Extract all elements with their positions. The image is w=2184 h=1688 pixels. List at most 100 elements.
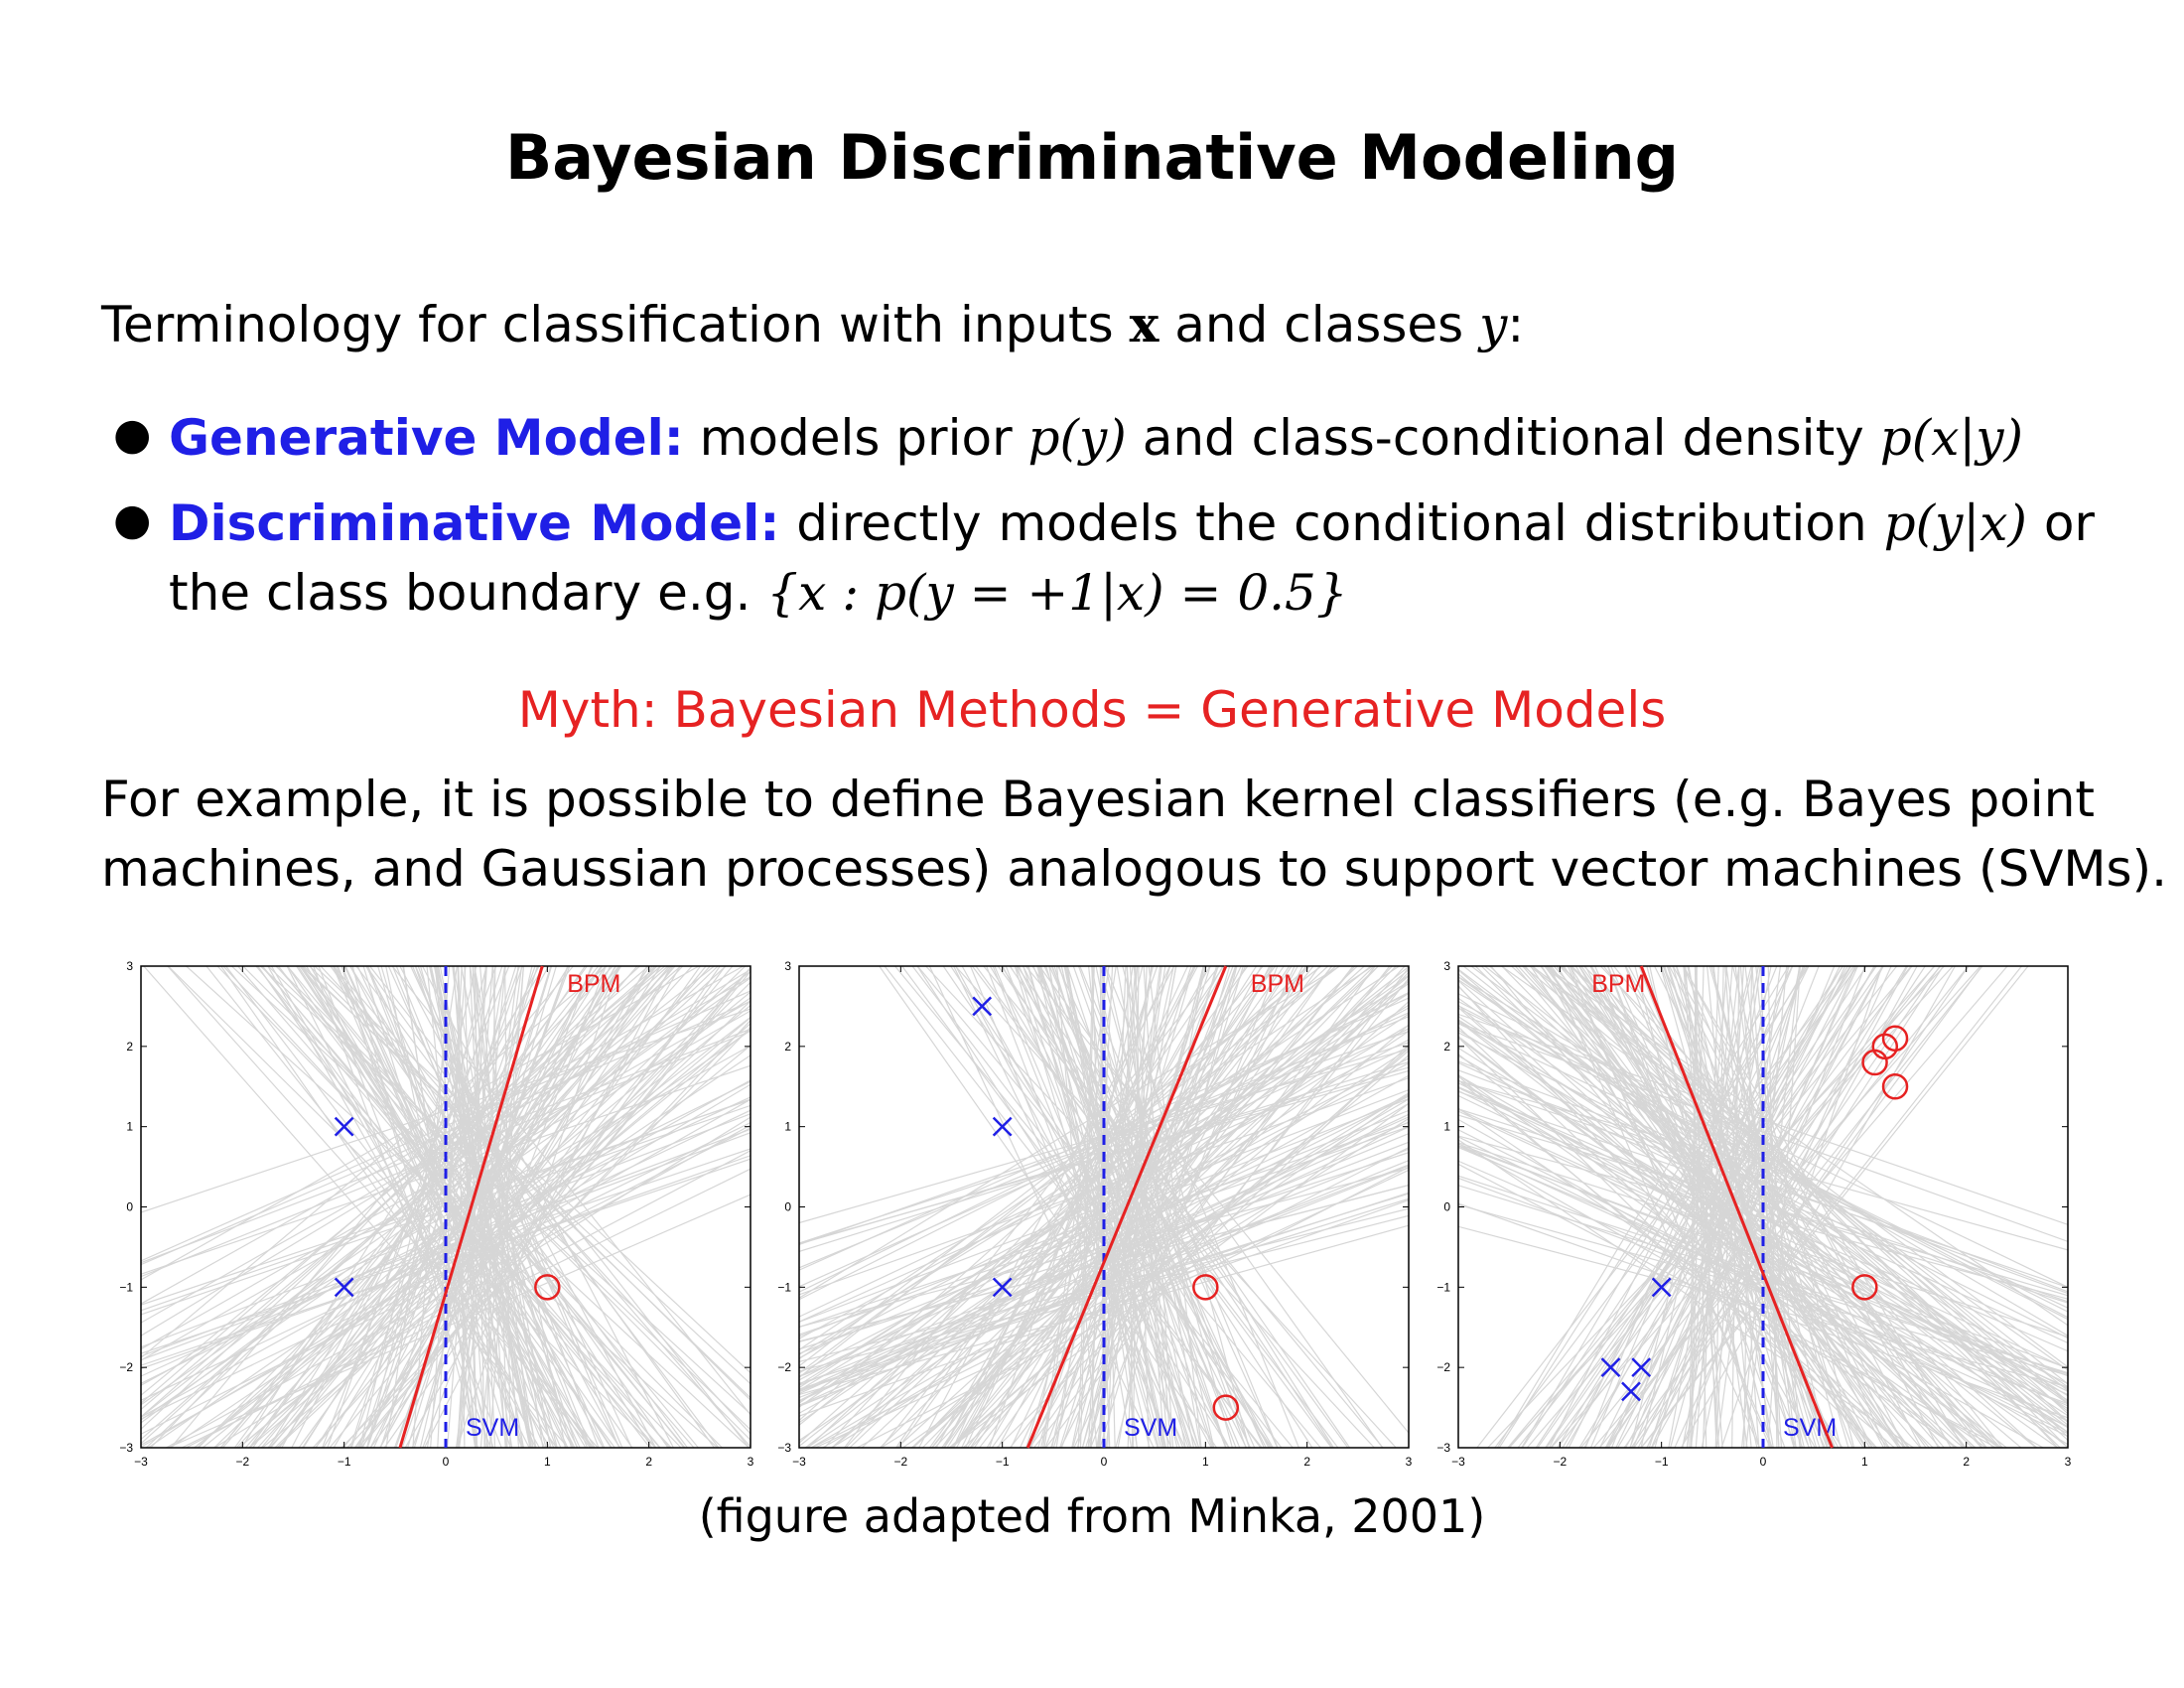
sample-line <box>238 1017 751 1448</box>
bullet-1-math-2: p(x|y) <box>1879 409 2023 467</box>
negative-point-cross <box>334 1277 354 1298</box>
y-tick-label: −2 <box>119 1360 133 1374</box>
bullet-1-math-1: p(y) <box>1027 409 1127 467</box>
bullet-2-line2: the class boundary e.g. <box>169 564 751 622</box>
sample-line <box>1042 966 1110 1448</box>
sample-line <box>1681 966 1956 1448</box>
sample-line <box>1674 966 1892 1448</box>
sample-line <box>1072 966 1205 1448</box>
sample-line <box>1589 966 1794 1448</box>
sample-line <box>1066 966 1227 1448</box>
sample-line <box>1544 966 2068 1404</box>
sample-line <box>986 966 1274 1448</box>
sample-line <box>1686 966 1728 1448</box>
sample-line <box>1625 966 1873 1448</box>
sample-line <box>1494 966 1858 1448</box>
intro-text: Terminology for classification with inpu… <box>101 296 1114 353</box>
sample-line <box>1532 966 1945 1448</box>
sample-line <box>360 967 751 1448</box>
negative-point-cross <box>1621 1381 1641 1402</box>
y-tick-label: −3 <box>1436 1441 1450 1455</box>
chart-panel-1: −3 −2 −1 0 1 2 3 −3 −2 −1 0 1 2 3 SVM BPM <box>119 959 753 1469</box>
sample-line <box>315 966 622 1448</box>
sample-line <box>1014 966 1267 1448</box>
sample-line <box>966 966 1320 1448</box>
bullet-1-mid: and class-conditional density <box>1142 409 1864 467</box>
x-tick-label: 3 <box>2065 1455 2072 1469</box>
sample-line <box>1458 1107 1959 1448</box>
y-tick-label: 2 <box>784 1040 791 1054</box>
x-tick-label: −1 <box>338 1455 351 1469</box>
sample-line <box>341 966 494 1448</box>
sample-line <box>1629 966 1820 1448</box>
x-tick-label: 2 <box>645 1455 652 1469</box>
sample-line <box>1606 966 1941 1448</box>
sample-line <box>391 966 751 1416</box>
bullet-2-or: or <box>2043 494 2095 552</box>
sample-line <box>1072 966 1247 1448</box>
sample-line <box>1531 966 2068 1368</box>
sample-line <box>186 1150 751 1448</box>
sample-line <box>950 1102 1409 1448</box>
sample-line <box>365 966 715 1448</box>
sample-line <box>1458 1079 2068 1289</box>
x-tick-label: 2 <box>1303 1455 1310 1469</box>
sample-line <box>1544 966 1902 1448</box>
sample-line <box>971 966 1339 1448</box>
slide-title: Bayesian Discriminative Modeling <box>504 121 1680 194</box>
sample-line <box>333 966 751 1448</box>
negative-point-cross <box>992 1277 1013 1298</box>
sample-line <box>369 966 750 1448</box>
sample-line <box>446 966 487 1448</box>
sample-line <box>1511 966 2038 1448</box>
sample-line <box>341 1027 751 1448</box>
sample-line <box>299 966 685 1448</box>
negative-point-cross <box>972 996 993 1017</box>
sample-line <box>309 966 593 1448</box>
sample-line <box>1458 1079 1907 1448</box>
sample-line <box>1096 966 1166 1448</box>
sample-line <box>141 966 608 1358</box>
sample-line <box>1143 966 1174 1448</box>
sample-line <box>931 966 1307 1448</box>
sample-line <box>1625 966 1884 1448</box>
sample-line <box>186 966 719 1448</box>
y-tick-label: 3 <box>1443 959 1450 973</box>
x-tick-label: −3 <box>1451 1455 1465 1469</box>
sample-line <box>810 1098 1409 1448</box>
sample-line <box>194 991 751 1448</box>
sample-line <box>1458 997 2068 1433</box>
sample-line <box>385 966 458 1448</box>
y-tick-label: −1 <box>1436 1280 1450 1294</box>
sample-line <box>1690 966 1761 1448</box>
sample-line <box>429 966 558 1448</box>
sample-line <box>1458 1020 2058 1448</box>
x-tick-label: −1 <box>1655 1455 1669 1469</box>
sample-line <box>419 966 533 1448</box>
negative-point-cross <box>1600 1357 1621 1378</box>
sample-line <box>902 1093 1409 1448</box>
sample-line <box>141 1113 751 1348</box>
sample-line <box>1685 966 1723 1448</box>
math-x: x <box>1129 295 1160 353</box>
positive-point-circle <box>1212 1394 1240 1421</box>
bullet-discriminative: Discriminative Model: directly models th… <box>169 489 2095 558</box>
bpm-boundary <box>398 965 544 1449</box>
sample-line <box>1546 966 1884 1448</box>
sample-line <box>1024 966 1409 1434</box>
bullet-dot-1: ● <box>113 409 152 460</box>
sample-line <box>167 966 656 1448</box>
math-y: y <box>1479 296 1508 353</box>
x-tick-label: −2 <box>1553 1455 1567 1469</box>
bullet-2-math-1: p(y|x) <box>1883 494 2027 552</box>
bpm-boundary <box>1639 965 1834 1449</box>
sample-line <box>141 966 649 1404</box>
figure-caption: (figure adapted from Minka, 2001) <box>698 1489 1486 1543</box>
bullet-discriminative-line2: the class boundary e.g. {x : p(y = +1|x)… <box>169 558 1348 628</box>
sample-line <box>811 1147 1409 1448</box>
sample-line <box>252 966 586 1448</box>
sample-line <box>1613 966 2003 1448</box>
y-tick-label: 1 <box>784 1120 791 1134</box>
sample-line <box>244 966 671 1448</box>
bullet-dot-2: ● <box>113 494 152 545</box>
